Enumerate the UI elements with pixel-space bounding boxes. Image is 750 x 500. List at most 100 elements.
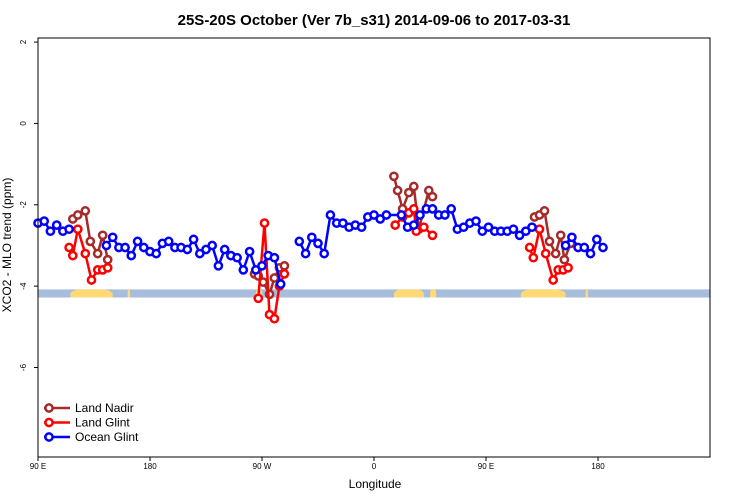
data-point bbox=[269, 273, 280, 283]
series-ocean-glint bbox=[33, 204, 608, 289]
land-band bbox=[70, 289, 113, 298]
data-point bbox=[403, 187, 414, 198]
data-point bbox=[392, 185, 403, 196]
legend-label: Land Nadir bbox=[75, 401, 134, 415]
data-point bbox=[591, 234, 602, 245]
data-point bbox=[39, 216, 50, 226]
data-point bbox=[67, 250, 78, 261]
data-point bbox=[188, 234, 199, 245]
series-line bbox=[67, 206, 569, 322]
data-point bbox=[389, 171, 399, 182]
data-point bbox=[102, 254, 113, 265]
legend-marker bbox=[44, 432, 54, 442]
data-point bbox=[64, 242, 74, 253]
x-tick-label: 180 bbox=[143, 462, 157, 471]
land-band bbox=[585, 289, 589, 298]
data-point bbox=[138, 242, 149, 253]
legend-item: Land Nadir bbox=[44, 401, 134, 415]
data-point bbox=[338, 218, 348, 228]
data-point bbox=[440, 210, 450, 220]
data-point bbox=[508, 224, 519, 235]
data-point bbox=[238, 265, 249, 275]
y-tick-label: 0 bbox=[19, 121, 28, 126]
y-tick-label: -2 bbox=[19, 201, 28, 209]
data-point bbox=[219, 244, 230, 255]
data-point bbox=[45, 226, 56, 237]
data-point bbox=[80, 206, 91, 216]
data-point bbox=[97, 230, 108, 241]
x-tick-label: 90 W bbox=[253, 462, 272, 471]
data-point bbox=[102, 262, 113, 273]
data-point bbox=[381, 210, 392, 220]
data-point bbox=[560, 240, 571, 251]
data-point bbox=[408, 181, 419, 192]
data-point bbox=[126, 250, 137, 261]
data-point bbox=[51, 220, 62, 230]
land-band bbox=[393, 289, 424, 298]
y-tick-label: 2 bbox=[19, 39, 28, 44]
data-point bbox=[471, 216, 481, 226]
data-point bbox=[64, 224, 74, 235]
data-point bbox=[555, 230, 566, 241]
data-point bbox=[86, 275, 97, 285]
data-point bbox=[539, 206, 550, 216]
land-band bbox=[127, 289, 131, 298]
data-point bbox=[540, 248, 551, 259]
data-point bbox=[524, 242, 535, 253]
data-point bbox=[279, 269, 290, 279]
data-point bbox=[163, 236, 174, 247]
data-point bbox=[72, 210, 83, 220]
data-point bbox=[446, 204, 457, 214]
series-land-glint bbox=[64, 204, 573, 324]
x-tick-label: 0 bbox=[372, 462, 377, 471]
data-point bbox=[396, 210, 407, 220]
data-point bbox=[182, 244, 193, 255]
data-point bbox=[101, 240, 112, 251]
y-tick-label: -4 bbox=[19, 282, 28, 290]
x-tick-label: 90 E bbox=[478, 462, 494, 471]
data-point bbox=[528, 252, 539, 263]
data-point bbox=[244, 246, 255, 257]
legend-label: Ocean Glint bbox=[75, 430, 139, 444]
data-point bbox=[598, 242, 608, 253]
data-point bbox=[427, 191, 438, 202]
data-point bbox=[85, 236, 96, 247]
data-point bbox=[408, 204, 419, 214]
data-point bbox=[534, 224, 545, 235]
data-point bbox=[80, 248, 91, 259]
data-point bbox=[151, 248, 162, 259]
data-point bbox=[107, 232, 118, 243]
data-point bbox=[294, 236, 305, 247]
data-point bbox=[548, 275, 559, 285]
data-point bbox=[567, 232, 577, 243]
data-point bbox=[319, 248, 330, 259]
data-point bbox=[275, 279, 286, 289]
ocean-band bbox=[38, 289, 710, 298]
data-point bbox=[194, 248, 205, 259]
data-point bbox=[563, 262, 573, 273]
plot-frame bbox=[37, 37, 711, 458]
data-point bbox=[390, 220, 401, 230]
data-point bbox=[427, 230, 438, 241]
land-band bbox=[520, 289, 566, 298]
x-tick-label: 180 bbox=[591, 462, 605, 471]
legend-marker bbox=[44, 417, 54, 428]
data-point bbox=[418, 222, 429, 233]
series-layer bbox=[33, 171, 608, 324]
legend-label: Land Glint bbox=[75, 416, 130, 430]
data-point bbox=[415, 210, 425, 220]
legend-marker bbox=[44, 403, 54, 413]
data-point bbox=[559, 254, 570, 265]
y-axis: 2 0 -2 -4 -6 bbox=[19, 39, 38, 371]
land-mask bbox=[38, 289, 710, 298]
x-tick-label: 90 E bbox=[30, 462, 46, 471]
data-point bbox=[213, 260, 224, 271]
data-point bbox=[72, 224, 83, 235]
data-point bbox=[269, 252, 280, 263]
data-point bbox=[253, 293, 264, 304]
data-point bbox=[585, 248, 596, 259]
data-point bbox=[120, 242, 130, 253]
data-point bbox=[313, 238, 323, 249]
